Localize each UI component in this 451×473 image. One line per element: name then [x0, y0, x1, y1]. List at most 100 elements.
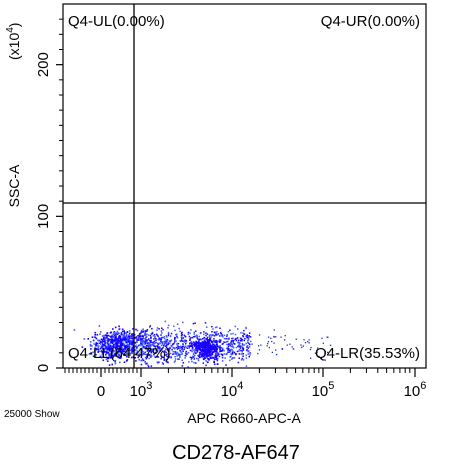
event-dot	[212, 334, 215, 336]
event-dot	[100, 343, 102, 345]
event-dot	[101, 351, 104, 353]
event-dot	[239, 344, 241, 347]
y-multiplier-base: (x10	[6, 33, 22, 60]
event-dot	[140, 352, 142, 355]
event-dot	[154, 347, 157, 349]
event-dot	[125, 346, 127, 348]
event-dot	[183, 334, 186, 337]
event-dot	[137, 352, 140, 355]
event-dot	[138, 337, 140, 339]
event-dot	[182, 345, 184, 347]
event-dot	[147, 334, 150, 336]
event-dot	[206, 353, 208, 355]
event-dot	[128, 338, 131, 341]
event-dot	[135, 350, 137, 353]
event-dot	[156, 327, 159, 329]
event-dot	[193, 349, 196, 351]
event-dot	[154, 351, 157, 354]
event-dot	[108, 354, 110, 357]
event-dot	[303, 339, 305, 341]
event-dot	[120, 332, 123, 334]
event-dot	[114, 332, 117, 334]
event-dot	[117, 342, 120, 345]
quadrant-ll-label: Q4-LL(64.47%)	[68, 345, 171, 362]
event-dot	[109, 352, 111, 355]
events-count-label: 25000 Show	[4, 409, 60, 420]
event-dot	[99, 349, 101, 352]
event-dot	[243, 339, 245, 342]
event-dot	[110, 353, 113, 355]
event-dot	[211, 331, 213, 333]
event-dot	[217, 333, 219, 336]
event-dot	[247, 347, 249, 349]
event-dot	[230, 348, 232, 351]
event-dot	[127, 341, 129, 343]
event-dot	[103, 347, 106, 350]
event-dot	[99, 356, 102, 358]
event-dot	[168, 353, 170, 356]
event-dot	[101, 339, 104, 342]
event-dot	[179, 349, 181, 352]
event-dot	[126, 345, 129, 348]
y-axis: 0 100 200	[35, 18, 63, 372]
event-dot	[199, 345, 202, 348]
event-dot	[151, 355, 153, 357]
event-dot	[118, 336, 120, 338]
event-dot	[178, 347, 181, 350]
event-dot	[148, 338, 150, 340]
event-dot	[140, 332, 142, 334]
event-dot	[245, 354, 247, 357]
event-dot	[314, 352, 317, 354]
event-dot	[144, 356, 147, 359]
event-dot	[119, 348, 121, 350]
event-dot	[164, 353, 166, 356]
event-dot	[199, 332, 202, 335]
event-dot	[227, 349, 229, 351]
event-dot	[148, 354, 150, 357]
event-dot	[136, 342, 138, 345]
event-dot	[158, 348, 161, 350]
event-dot	[120, 346, 123, 349]
event-dot	[191, 350, 193, 353]
event-dot	[246, 349, 248, 351]
event-dot	[138, 332, 141, 335]
event-dot	[99, 347, 102, 350]
event-dot	[227, 345, 230, 348]
event-dot	[324, 350, 326, 353]
event-dot	[108, 338, 110, 341]
event-dot	[111, 350, 114, 353]
event-dot	[135, 346, 138, 349]
event-dot	[179, 356, 181, 358]
event-dot	[105, 343, 108, 345]
event-dot	[113, 342, 115, 344]
event-dot	[111, 341, 113, 343]
event-dot	[165, 354, 168, 356]
event-dot	[115, 354, 117, 357]
event-dot	[167, 355, 170, 358]
event-dot	[178, 346, 180, 348]
event-dot	[203, 336, 206, 339]
event-dot	[177, 342, 180, 345]
event-dot	[120, 340, 122, 342]
event-dot	[166, 338, 169, 341]
event-dot	[140, 337, 142, 340]
event-dot	[119, 345, 121, 347]
event-dot	[209, 342, 211, 345]
event-dot	[89, 341, 92, 343]
event-dot	[229, 356, 231, 358]
event-dot	[316, 349, 318, 351]
event-dot	[184, 357, 186, 359]
event-dot	[126, 343, 129, 345]
y-multiplier-label: (x104)	[5, 23, 22, 60]
event-dot	[119, 361, 121, 364]
event-dot	[97, 349, 100, 351]
event-dot	[110, 343, 112, 345]
event-dot	[188, 347, 190, 349]
event-dot	[131, 337, 133, 339]
event-dot	[162, 363, 164, 365]
y-tick-label: 0	[35, 364, 52, 372]
event-dot	[148, 357, 150, 360]
event-dot	[213, 363, 216, 365]
event-dot	[136, 350, 138, 352]
event-dot	[145, 336, 148, 338]
